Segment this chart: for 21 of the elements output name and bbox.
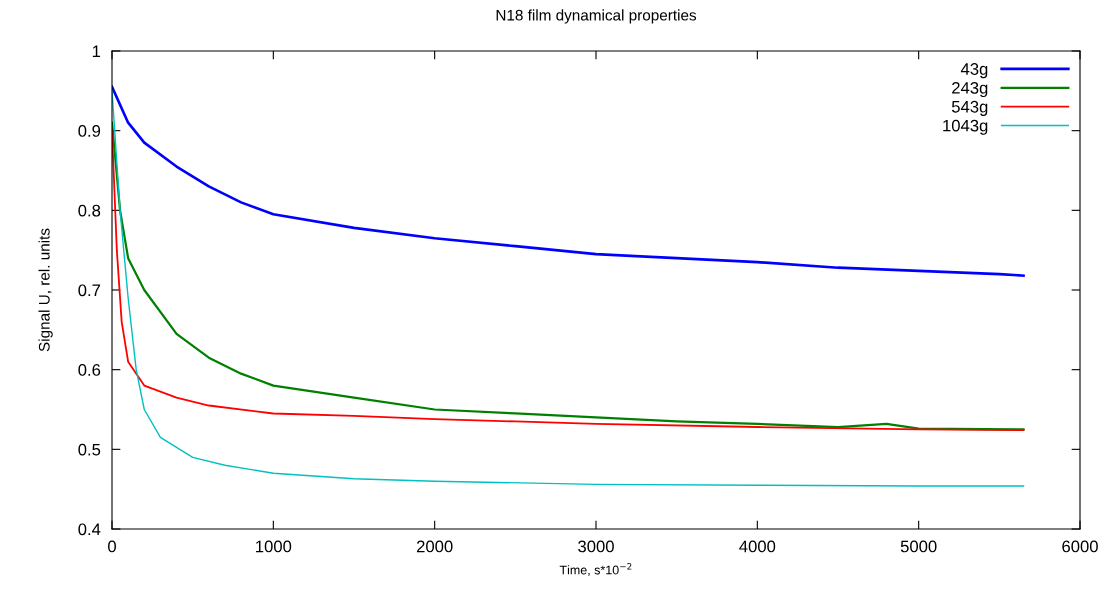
chart-title: N18 film dynamical properties [496, 9, 697, 24]
x-tick-label: 5000 [900, 540, 937, 553]
y-tick-label: 1 [92, 45, 101, 58]
x-tick-label: 3000 [578, 540, 614, 553]
x-tick-label: 2000 [416, 540, 453, 553]
legend-label: 43g [960, 63, 988, 79]
x-tick-label: 0 [108, 540, 116, 553]
y-tick-label: 0.9 [78, 125, 101, 137]
legend-label: 543g [951, 100, 988, 116]
y-axis-title: Signal U, rel. units [38, 228, 53, 352]
y-tick-label: 0.6 [78, 364, 101, 376]
y-tick-label: 0.5 [78, 443, 101, 456]
x-tick-label: 6000 [1062, 540, 1098, 553]
x-tick-label: 1000 [256, 540, 292, 553]
y-tick-label: 0.4 [78, 523, 101, 536]
legend-label: 243g [952, 81, 988, 98]
y-tick-label: 0.7 [78, 284, 101, 297]
x-tick-label: 4000 [739, 540, 776, 553]
legend-label: 1043g [943, 119, 988, 135]
x-axis-title: Time, s*10$^{−2}$ [559, 563, 632, 576]
y-tick-label: 0.8 [78, 204, 101, 217]
